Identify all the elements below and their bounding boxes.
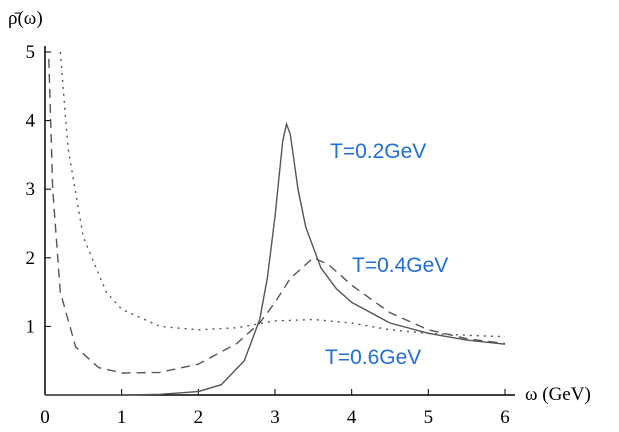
y-tick-label: 5 xyxy=(26,42,36,63)
series-label: T=0.2GeV xyxy=(330,140,426,163)
series-label: T=0.6GeV xyxy=(325,346,421,369)
series-line xyxy=(59,51,506,338)
y-tick-label: 4 xyxy=(26,111,36,132)
x-tick-label: 4 xyxy=(347,407,357,428)
x-tick-label: 1 xyxy=(117,407,127,428)
x-tick-label: 2 xyxy=(194,407,204,428)
y-tick-label: 1 xyxy=(26,316,36,337)
series-label: T=0.4GeV xyxy=(352,254,448,277)
x-tick-label: 3 xyxy=(270,407,280,428)
x-axis-label: ω (GeV) xyxy=(525,384,591,405)
series-line xyxy=(45,121,506,396)
x-tick-label: 5 xyxy=(424,407,434,428)
y-tick-label: 2 xyxy=(26,248,36,269)
x-tick-label: 6 xyxy=(500,407,510,428)
y-axis-label: ρ̄(ω) xyxy=(8,8,43,29)
y-tick-label: 3 xyxy=(26,179,36,200)
series-line xyxy=(48,58,506,374)
x-tick-label: 0 xyxy=(40,407,50,428)
